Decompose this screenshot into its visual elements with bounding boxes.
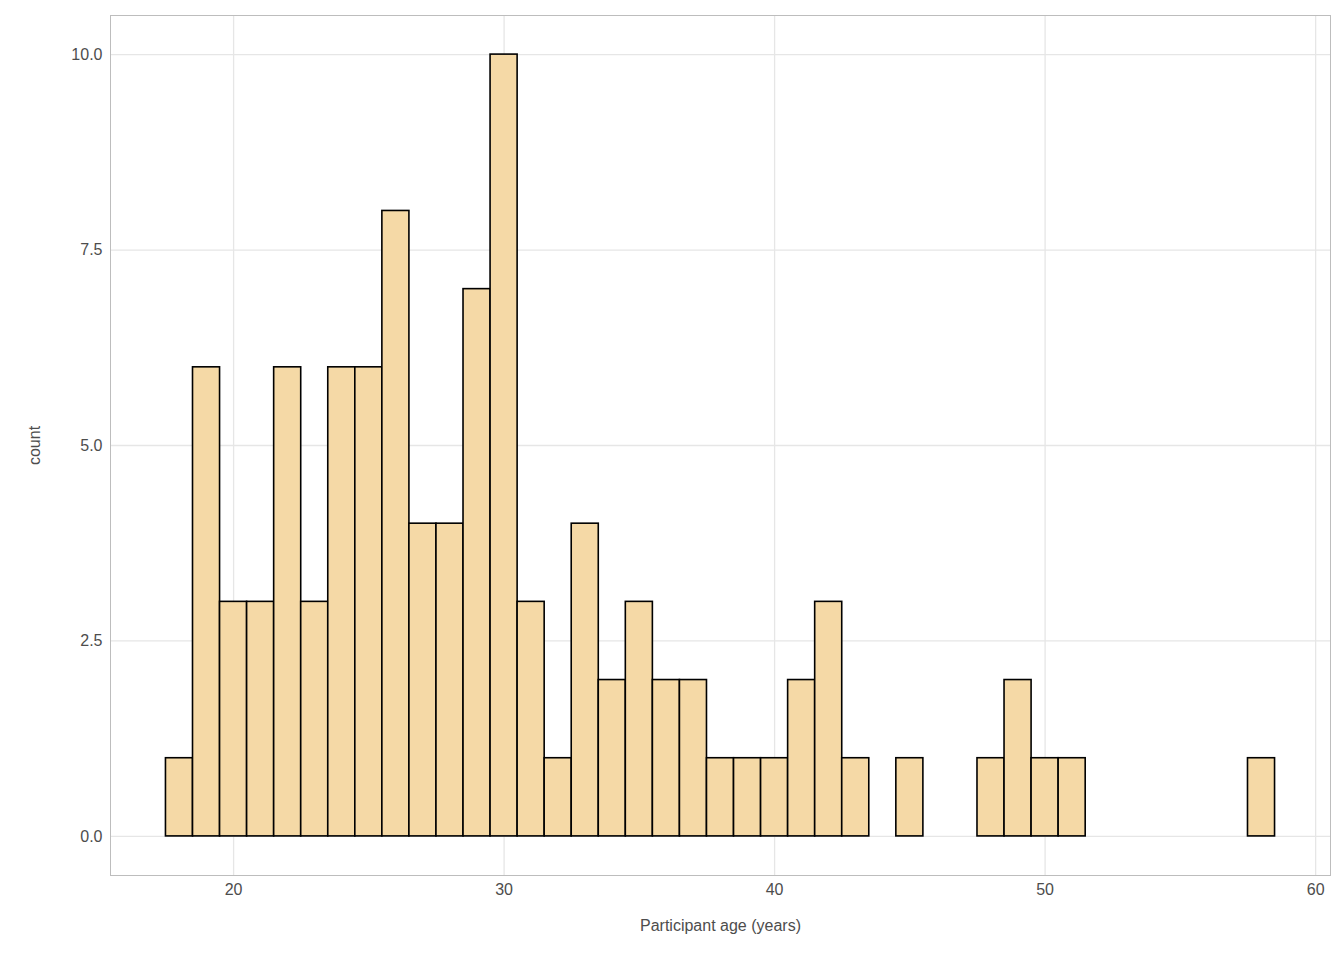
svg-text:count: count: [26, 425, 43, 465]
svg-text:Participant age (years): Participant age (years): [640, 917, 801, 934]
svg-text:50: 50: [1036, 881, 1054, 898]
svg-text:40: 40: [766, 881, 784, 898]
svg-text:30: 30: [495, 881, 513, 898]
svg-text:7.5: 7.5: [80, 241, 102, 258]
svg-text:60: 60: [1307, 881, 1325, 898]
svg-text:2.5: 2.5: [80, 632, 102, 649]
svg-text:10.0: 10.0: [71, 46, 102, 63]
svg-text:20: 20: [225, 881, 243, 898]
svg-text:0.0: 0.0: [80, 828, 102, 845]
svg-text:5.0: 5.0: [80, 437, 102, 454]
